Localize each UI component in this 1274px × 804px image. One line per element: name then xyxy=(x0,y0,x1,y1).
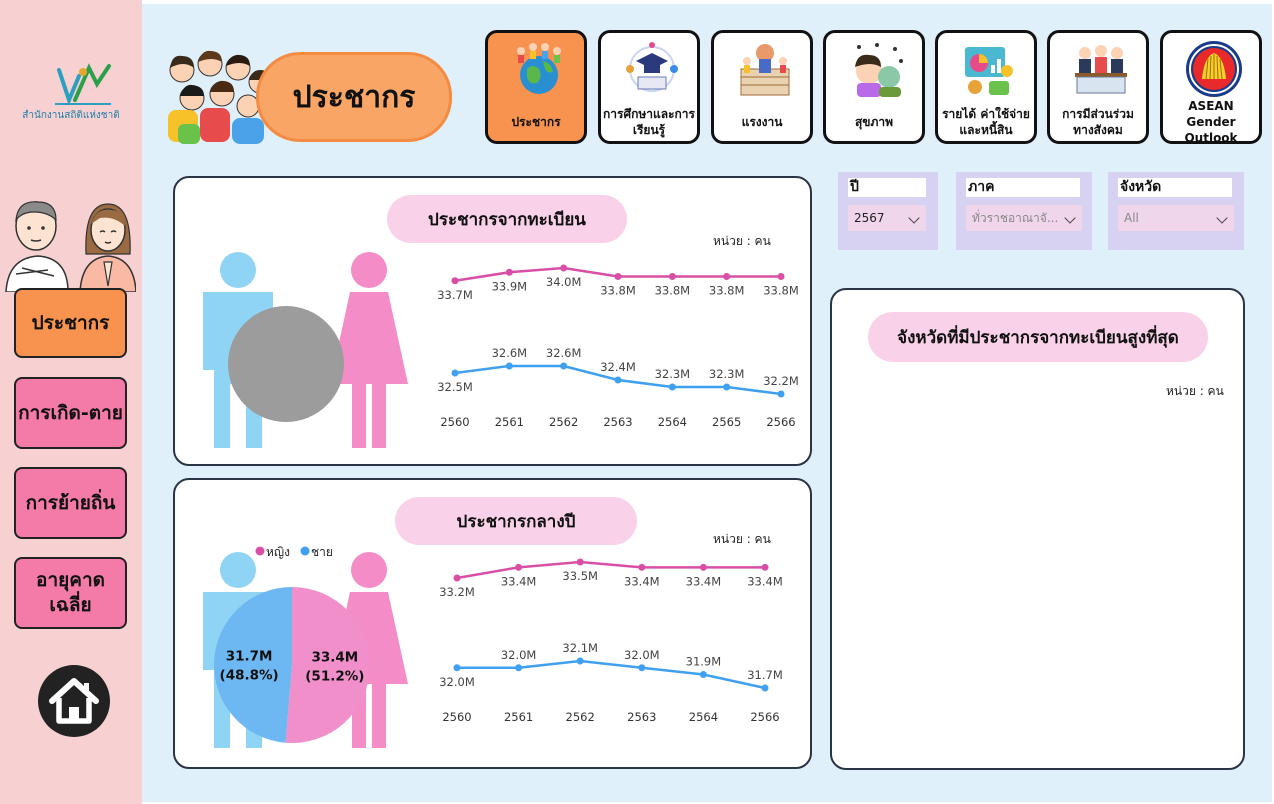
topic-population-label: ประชากร xyxy=(511,114,561,129)
nav-life-expectancy[interactable]: อายุคาด เฉลี่ย xyxy=(14,557,127,629)
year-select[interactable]: 2567 xyxy=(848,205,926,231)
top-provinces-title: จังหวัดที่มีประชากรจากทะเบียนสูงที่สุด xyxy=(868,312,1208,362)
topic-labor-button[interactable]: แรงงาน xyxy=(711,30,813,144)
midyear-unit: หน่วย : คน xyxy=(713,532,771,546)
labor-icon xyxy=(740,44,790,96)
topic-labor-label: แรงงาน xyxy=(741,114,783,129)
province-filter: จังหวัด All xyxy=(1108,172,1244,250)
home-button[interactable] xyxy=(38,665,110,737)
logo-text: สำนักงานสถิติแห่งชาติ xyxy=(22,110,120,121)
top-provinces-card: จังหวัดที่มีประชากรจากทะเบียนสูงที่สุด ห… xyxy=(830,288,1245,770)
chevron-down-icon xyxy=(908,212,920,224)
asean-logo-icon xyxy=(1186,41,1242,97)
nav-population[interactable]: ประชากร xyxy=(14,288,127,358)
registered-unit: หน่วย : คน xyxy=(713,234,771,248)
chevron-down-icon xyxy=(1064,212,1076,224)
topic-health-label: สุขภาพ xyxy=(854,114,894,129)
nav-birth-death[interactable]: การเกิด-ตาย xyxy=(14,377,127,449)
midyear-population-card: ประชากรกลางปี หน่วย : คน xyxy=(173,478,812,769)
midyear-card-title: ประชากรกลางปี xyxy=(395,497,637,545)
region-filter: ภาค ทั่วราชอาณาจั... xyxy=(956,172,1092,250)
topic-education-button[interactable]: การศึกษาและการเรียนรู้ xyxy=(598,30,700,144)
year-filter: ปี 2567 xyxy=(838,172,938,250)
page-title: ประชากร xyxy=(292,79,416,115)
province-select[interactable]: All xyxy=(1118,205,1234,231)
topic-asean-gender-button[interactable]: ASEAN Gender Outlook xyxy=(1160,30,1262,146)
province-select-value: All xyxy=(1124,211,1139,225)
income-icon xyxy=(965,47,1013,95)
topic-health-button[interactable]: สุขภาพ xyxy=(823,30,925,144)
home-icon xyxy=(49,678,99,724)
region-select[interactable]: ทั่วราชอาณาจั... xyxy=(966,205,1082,231)
topic-asean-gender-label: ASEAN Gender Outlook xyxy=(1184,98,1238,146)
globe-people-icon xyxy=(517,43,561,94)
registered-card-title: ประชากรจากทะเบียน xyxy=(387,195,627,243)
page-title-pill: ประชากร xyxy=(256,52,452,142)
region-select-value: ทั่วราชอาณาจั... xyxy=(972,211,1059,225)
registered-population-card: ประชากรจากทะเบียน หน่วย : คน xyxy=(173,176,812,466)
sidebar: สำนักงานสถิติแห่งชาติ ประชากร การเกิด-ตา… xyxy=(0,0,142,804)
people-illustration xyxy=(5,201,136,292)
topic-population-button[interactable]: ประชากร xyxy=(485,30,587,144)
education-icon xyxy=(626,42,678,92)
province-filter-label: จังหวัด xyxy=(1118,178,1232,197)
top-provinces-unit: หน่วย : คน xyxy=(1166,384,1224,398)
region-filter-label: ภาค xyxy=(966,178,1080,197)
topic-social-participation-button[interactable]: การมีส่วนร่วมทางสังคม xyxy=(1047,30,1149,144)
social-participation-icon xyxy=(1075,45,1127,94)
topic-income-button[interactable]: รายได้ ค่าใช้จ่ายและหนี้สิน xyxy=(935,30,1037,144)
topic-education-label: การศึกษาและการเรียนรู้ xyxy=(603,106,695,137)
topic-income-label: รายได้ ค่าใช้จ่ายและหนี้สิน xyxy=(942,106,1030,137)
health-icon xyxy=(855,43,903,97)
nso-logo: สำนักงานสถิติแห่งชาติ xyxy=(10,60,132,130)
year-select-value: 2567 xyxy=(854,211,885,225)
year-filter-label: ปี xyxy=(848,178,926,197)
chevron-down-icon xyxy=(1216,212,1228,224)
topic-social-participation-label: การมีส่วนร่วมทางสังคม xyxy=(1062,106,1134,137)
nav-migration[interactable]: การย้ายถิ่น xyxy=(14,467,127,539)
nso-logo-icon xyxy=(55,63,111,106)
